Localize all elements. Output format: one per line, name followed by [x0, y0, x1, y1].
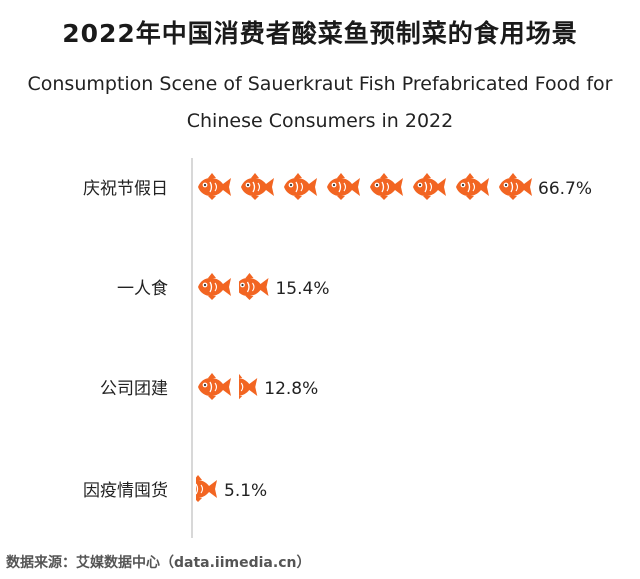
fish-icon-partial	[238, 373, 258, 400]
category-label: 一人食	[117, 279, 168, 299]
fish-icon	[413, 173, 446, 200]
category-label: 因疫情囤货	[83, 481, 168, 501]
bar-fish-group	[195, 475, 218, 502]
value-label: 15.4%	[275, 279, 329, 299]
fish-icon	[499, 173, 532, 200]
data-source: 数据来源：艾媒数据中心（data.iimedia.cn）	[6, 555, 311, 571]
fish-icon	[284, 173, 317, 200]
fish-icon	[327, 173, 360, 200]
fish-icon	[198, 373, 231, 400]
fish-icon-partial	[195, 475, 218, 502]
fish-icon	[241, 173, 274, 200]
bar-fish-group	[198, 373, 258, 400]
category-label: 庆祝节假日	[83, 179, 168, 199]
fish-icon	[370, 173, 403, 200]
bar-fish-group	[198, 273, 269, 300]
value-label: 66.7%	[538, 179, 592, 199]
fish-icon	[198, 273, 231, 300]
fish-icon-partial	[239, 273, 269, 300]
category-label: 公司团建	[100, 379, 168, 399]
value-label: 12.8%	[264, 379, 318, 399]
bar-fish-group	[198, 173, 532, 200]
chart-subtitle: Consumption Scene of Sauerkraut Fish Pre…	[27, 73, 613, 132]
chart-title: 2022年中国消费者酸菜鱼预制菜的食用场景	[62, 19, 578, 48]
fish-icon	[456, 173, 489, 200]
value-label: 5.1%	[224, 481, 267, 501]
fish-icon	[198, 173, 231, 200]
